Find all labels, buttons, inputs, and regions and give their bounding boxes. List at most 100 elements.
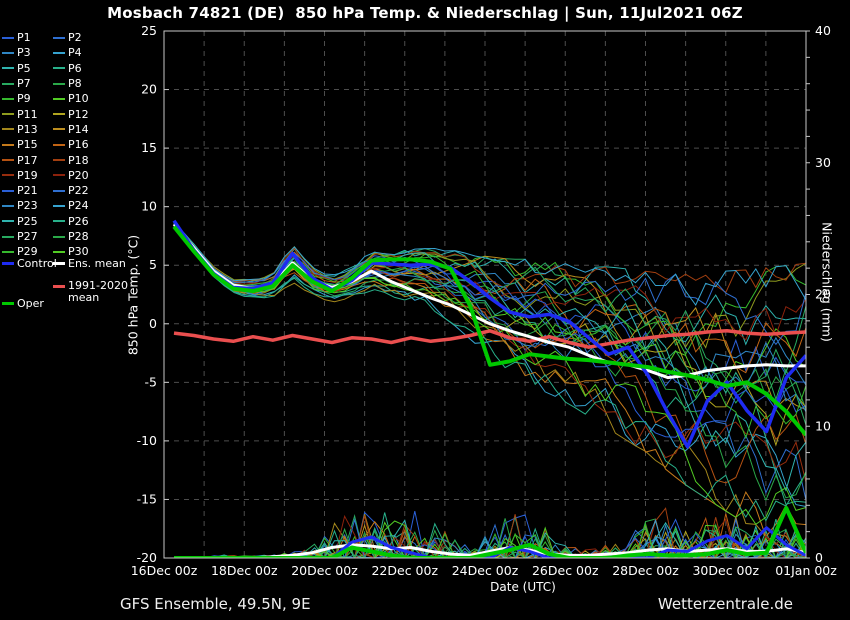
member-label: P14 [68,122,89,136]
temp-tick-label: 25 [141,23,157,38]
member-line-swatch [53,67,65,70]
member-label: P28 [68,230,89,243]
member-line-swatch [53,220,65,223]
member-temp-line-P17 [173,224,806,484]
legend-label-control: Control [17,257,57,270]
legend-item-P3: P3 [2,47,53,58]
axis-tick-labels: 25 20 15 10 5 0 -5 -10 -15 -20 0 10 20 30 40 16Dec 00z 1… [131,23,838,578]
date-tick-label: 18Dec 00z [211,563,278,578]
member-label: P3 [17,46,31,60]
member-line-swatch [53,250,65,253]
member-label: P10 [68,92,89,106]
ensemble-member-lines [173,221,806,558]
member-temp-line-P6 [173,224,806,505]
member-label: P20 [68,168,89,182]
member-line-swatch [53,159,65,162]
member-label: P26 [68,214,89,228]
member-temp-line-P5 [173,222,806,346]
member-line-swatch [2,250,14,253]
legend-item-P13: P13 [2,124,53,135]
temp-tick-label: -20 [137,550,157,565]
member-line-swatch [2,67,14,70]
legend-row-climate-mean: 1991-2020 mean [53,280,128,304]
member-temp-line-P25 [173,223,806,492]
legend-item-P4: P4 [53,47,153,58]
temp-tick-label: 0 [149,316,157,331]
temp-tick-label: -5 [145,374,157,389]
legend-item-P19: P19 [2,170,53,181]
axis-ticks [164,30,810,559]
legend-item-P6: P6 [53,63,153,74]
legend-label-ens-mean: Ens. mean [68,257,126,270]
legend-label-clim-2: mean [68,291,100,304]
climate-mean-line-swatch [53,285,65,288]
legend-item-P5: P5 [2,63,53,74]
legend-item-P27: P27 [2,231,53,242]
member-precip-line-P23 [174,533,806,558]
legend-row-oper: Oper [2,298,44,309]
member-label: P7 [17,77,31,91]
member-label: P13 [17,122,38,136]
precip-tick-label: 30 [815,155,831,170]
legend-item-P20: P20 [53,170,153,181]
member-label: P8 [68,77,82,91]
member-label: P15 [17,138,38,152]
member-label: P29 [17,245,38,259]
member-line-swatch [53,204,65,207]
member-label: P27 [17,230,38,243]
legend-item-P18: P18 [53,155,153,166]
member-line-swatch [2,143,14,146]
control-line-swatch [2,262,14,265]
member-line-swatch [2,97,14,100]
member-line-swatch [2,220,14,223]
chart-title: Mosbach 74821 (DE) 850 hPa Temp. & Niede… [107,4,743,22]
legend-item-P16: P16 [53,139,153,150]
member-temp-line-P18 [173,223,806,294]
member-line-swatch [2,36,14,39]
temp-tick-label: 20 [141,82,157,97]
member-label: P4 [68,46,82,60]
member-temp-line-P19 [173,225,806,483]
member-line-swatch [2,113,14,116]
member-temp-line-P12 [173,224,806,447]
legend-item-P29: P29 [2,246,53,257]
footer-model-info: GFS Ensemble, 49.5N, 9E [120,595,311,613]
member-label: P22 [68,184,89,198]
precip-tick-label: 40 [815,23,831,38]
member-precip-line-P8 [174,518,806,558]
date-tick-label: 30Dec 00z [692,563,759,578]
legend-item-P25: P25 [2,216,53,227]
gridlines [164,31,806,558]
legend-item-P9: P9 [2,93,53,104]
member-label: P1 [17,31,31,45]
member-line-swatch [53,82,65,85]
member-label: P6 [68,61,82,75]
ens-mean-line-swatch [53,262,65,265]
legend-item-P12: P12 [53,109,153,120]
x-axis-label: Date (UTC) [490,580,556,594]
member-line-swatch [2,159,14,162]
legend-item-P15: P15 [2,139,53,150]
legend-label-clim-1: 1991-2020 [68,279,128,292]
legend-label-oper: Oper [17,297,44,310]
member-line-swatch [53,189,65,192]
member-label: P17 [17,153,38,167]
member-line-swatch [2,51,14,54]
legend-item-P17: P17 [2,155,53,166]
temp-tick-label: -15 [137,491,157,506]
member-label: P9 [17,92,31,106]
member-line-swatch [2,128,14,131]
member-line-swatch [53,128,65,131]
date-tick-label: 22Dec 00z [371,563,438,578]
member-line-swatch [2,174,14,177]
member-temp-line-P22 [173,222,806,346]
member-line-swatch [53,51,65,54]
member-label: P21 [17,184,38,198]
member-label: P24 [68,199,89,213]
oper-precip-line [174,505,806,558]
member-label: P18 [68,153,89,167]
precip-tick-label: 20 [815,287,831,302]
legend-item-P21: P21 [2,185,53,196]
